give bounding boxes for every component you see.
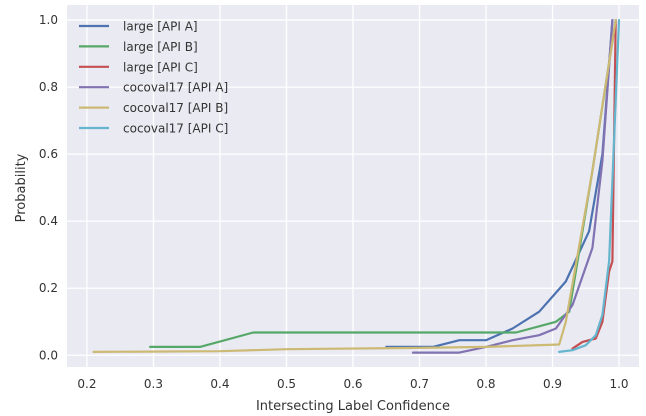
y-tick-label: 0.4 <box>39 214 58 228</box>
series-line-cocoval17-api-c <box>558 19 621 353</box>
x-tick-label: 0.4 <box>210 377 229 391</box>
series-line-cocoval17-api-b <box>92 19 617 353</box>
series-line-large-api-c <box>571 19 617 350</box>
series-lines <box>92 19 621 354</box>
y-axis-label: Probability <box>14 153 29 222</box>
y-tick-label: 0.6 <box>39 147 58 161</box>
x-tick-label: 0.9 <box>543 377 562 391</box>
legend-label-cocoval17-api-a: cocoval17 [API A] <box>123 81 228 95</box>
grid <box>67 5 639 367</box>
legend-label-cocoval17-api-b: cocoval17 [API B] <box>123 101 228 115</box>
legend-label-large-api-a: large [API A] <box>123 20 198 34</box>
y-tick-label: 1.0 <box>39 13 58 27</box>
series-line-cocoval17-api-a <box>411 19 614 354</box>
legend-label-large-api-b: large [API B] <box>123 40 198 54</box>
legend-label-large-api-c: large [API C] <box>123 60 198 74</box>
x-tick-label: 0.6 <box>343 377 362 391</box>
y-tick-label: 0.8 <box>39 80 58 94</box>
x-axis-ticks: 0.2 0.3 0.4 0.5 0.6 0.7 0.8 0.9 1.0 <box>77 377 628 391</box>
y-tick-label: 0.2 <box>39 281 58 295</box>
x-tick-label: 0.2 <box>77 377 96 391</box>
x-tick-label: 0.5 <box>277 377 296 391</box>
legend-label-cocoval17-api-c: cocoval17 [API C] <box>123 122 228 136</box>
x-axis-label: Intersecting Label Confidence <box>256 399 450 414</box>
x-tick-label: 0.7 <box>410 377 429 391</box>
x-tick-label: 1.0 <box>609 377 628 391</box>
series-line-large-api-a <box>385 19 614 348</box>
legend: large [API A] large [API B] large [API C] c… <box>79 20 228 136</box>
y-axis-ticks: 0.0 0.2 0.4 0.6 0.8 1.0 <box>39 13 58 362</box>
y-tick-label: 0.0 <box>39 348 58 362</box>
x-tick-label: 0.3 <box>144 377 163 391</box>
x-tick-label: 0.8 <box>476 377 495 391</box>
